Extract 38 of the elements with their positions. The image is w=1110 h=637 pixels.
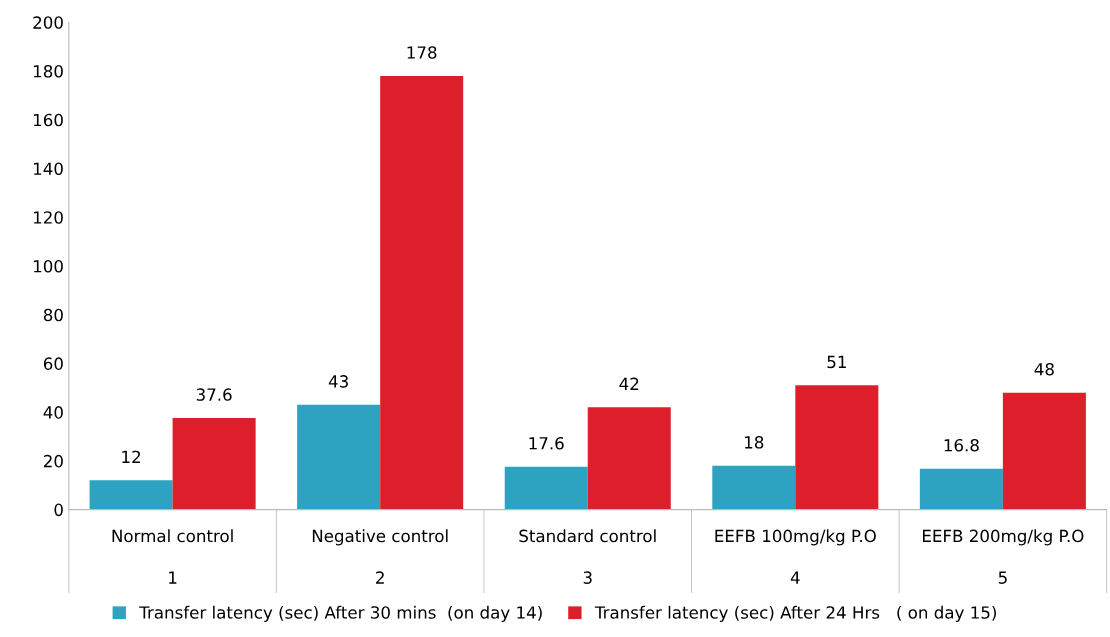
y-tick-label: 200 [33,16,63,29]
y-tick-label: 140 [33,162,63,176]
category-label: Standard control 3 [519,529,656,584]
category-label: EEFB 100mg/kg P.O 4 [715,529,876,584]
y-tick-label: 20 [43,454,63,468]
bar [587,407,671,510]
bar [1002,392,1086,510]
data-label: 48 [1034,362,1054,376]
y-tick-label: 100 [33,259,63,273]
y-tick-label: 80 [43,308,63,322]
data-label: 51 [827,355,846,369]
category-label: Normal control 1 [112,529,233,584]
bar [712,465,796,510]
bar [504,466,588,510]
data-label: 17.6 [529,436,564,450]
bar [380,75,464,510]
y-tick-label: 160 [33,113,63,127]
bar [919,468,1003,510]
y-tick-label: 0 [54,503,63,517]
y-tick-label: 40 [43,406,63,419]
data-label: 37.6 [196,388,232,401]
bar [795,385,879,510]
data-label: 18 [745,436,764,449]
category-label: Negative control 2 [312,529,448,584]
data-label: 16.8 [944,438,979,452]
data-label: 42 [619,377,639,390]
bar [172,417,256,510]
data-label: 178 [407,46,437,59]
legend-label: Transfer latency (sec) After 24 Hrs ( on day 15) [594,605,996,622]
y-tick-label: 120 [33,211,63,224]
bar [297,404,381,510]
data-label: 43 [328,375,348,388]
bar [89,480,173,510]
category-label: EEFB 200mg/kg P.O 5 [923,529,1084,584]
legend-label: Transfer latency (sec) After 30 mins (on day 14) [139,605,542,622]
data-label: 12 [122,450,141,464]
y-tick-label: 60 [43,357,63,370]
y-tick-label: 180 [33,64,63,78]
